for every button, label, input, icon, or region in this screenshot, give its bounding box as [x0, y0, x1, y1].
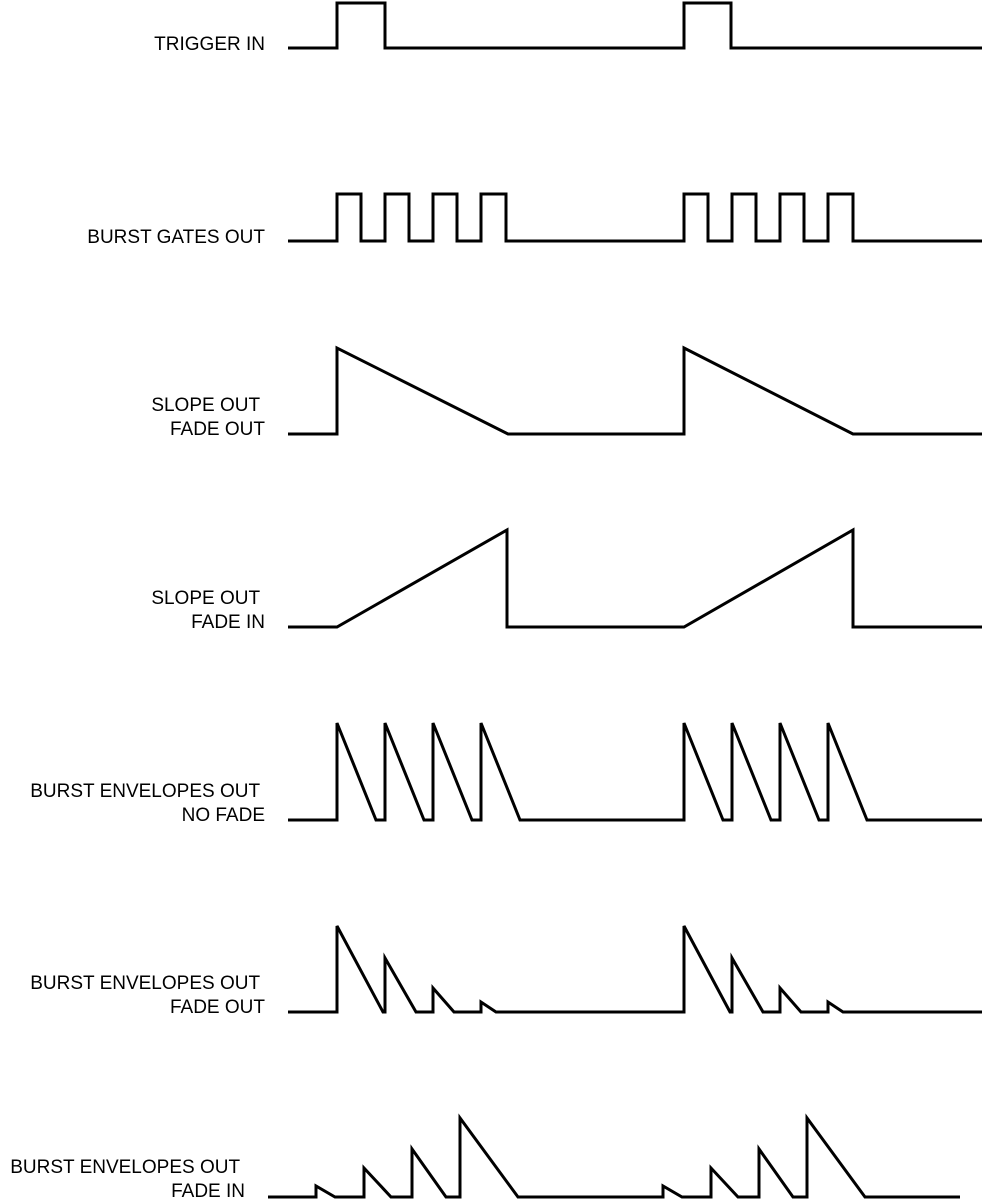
label-line: FADE OUT — [170, 419, 265, 440]
signal-label-burst-gates-out: BURST GATES OUT — [87, 227, 265, 248]
label-line: SLOPE OUT — [151, 588, 260, 609]
signal-burst-envelopes-out-no-fade: BURST ENVELOPES OUT NO FADE — [30, 722, 982, 826]
label-line: BURST GATES OUT — [87, 227, 265, 248]
signal-slope-out-fade-out: SLOPE OUT FADE OUT — [151, 345, 982, 440]
label-line: FADE IN — [191, 612, 265, 633]
label-line: SLOPE OUT — [151, 395, 260, 416]
label-line: BURST ENVELOPES OUT — [10, 1157, 240, 1178]
waveform-burst-envelopes-out-no-fade — [288, 722, 982, 822]
label-line: TRIGGER IN — [154, 34, 265, 55]
waveform-burst-envelopes-out-fade-out — [288, 925, 982, 1014]
signal-label-slope-out-fade-out: SLOPE OUT FADE OUT — [151, 395, 265, 440]
label-line: NO FADE — [182, 805, 265, 826]
signal-burst-gates-out: BURST GATES OUT — [87, 192, 982, 248]
label-line: BURST ENVELOPES OUT — [30, 973, 260, 994]
signal-label-burst-envelopes-out-no-fade: BURST ENVELOPES OUT NO FADE — [30, 781, 265, 826]
waveform-slope-out-fade-in — [288, 527, 982, 629]
waveform-burst-gates-out — [288, 192, 982, 243]
signal-slope-out-fade-in: SLOPE OUT FADE IN — [151, 527, 982, 633]
label-line: FADE IN — [171, 1181, 245, 1200]
waveform-slope-out-fade-out — [288, 345, 982, 436]
waveform-trigger-in — [288, 1, 982, 50]
signal-label-slope-out-fade-in: SLOPE OUT FADE IN — [151, 588, 265, 633]
signal-burst-envelopes-out-fade-in: BURST ENVELOPES OUT FADE IN — [10, 1113, 960, 1200]
signal-label-burst-envelopes-out-fade-out: BURST ENVELOPES OUT FADE OUT — [30, 973, 265, 1018]
signal-label-burst-envelopes-out-fade-in: BURST ENVELOPES OUT FADE IN — [10, 1157, 245, 1200]
signal-trigger-in: TRIGGER IN — [154, 1, 982, 55]
label-line: FADE OUT — [170, 997, 265, 1018]
label-line: BURST ENVELOPES OUT — [30, 781, 260, 802]
signal-burst-envelopes-out-fade-out: BURST ENVELOPES OUT FADE OUT — [30, 925, 982, 1018]
waveform-burst-envelopes-out-fade-in — [268, 1113, 960, 1199]
signal-label-trigger-in: TRIGGER IN — [154, 34, 265, 55]
